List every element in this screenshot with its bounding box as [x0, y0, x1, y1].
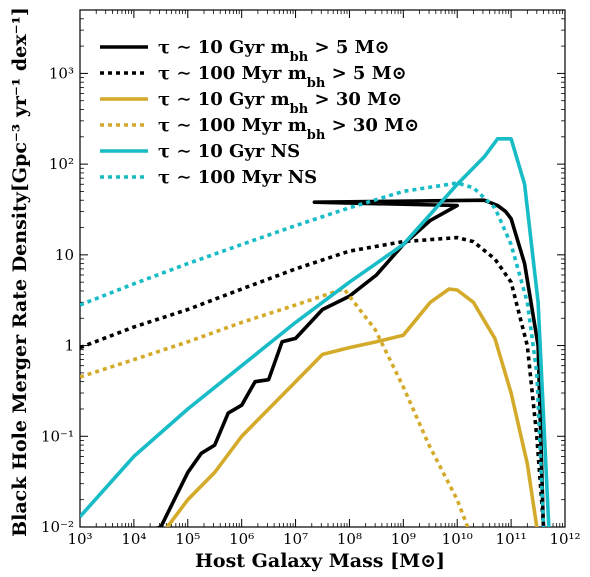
series-line-3 — [165, 287, 539, 527]
x-tick-label: 10⁷ — [283, 530, 308, 548]
series-line-1 — [155, 198, 546, 527]
legend-label-1: τ ∼ 10 Gyr mbh > 5 M⊙ — [158, 37, 390, 65]
y-tick-label: 10 — [55, 246, 74, 264]
series-line-5 — [80, 137, 551, 527]
y-tick-label: 10³ — [49, 64, 74, 82]
x-tick-label: 10¹⁰ — [442, 530, 473, 548]
x-axis-title: Host Galaxy Mass [M⊙] — [195, 550, 445, 572]
series-lines — [80, 137, 551, 527]
y-tick-label: 10⁻² — [41, 518, 74, 536]
y-ticks: 10⁻² 10⁻¹ 1 10 10² 10³ — [41, 9, 565, 536]
legend-label-5: τ ∼ 10 Gyr NS — [158, 141, 300, 162]
x-tick-label: 10¹² — [549, 530, 580, 548]
x-tick-label: 10⁵ — [175, 530, 200, 548]
x-tick-label: 10³ — [67, 530, 92, 548]
x-tick-label: 10⁸ — [337, 530, 362, 548]
x-tick-label: 10⁴ — [121, 530, 146, 548]
x-tick-label: 10⁶ — [229, 530, 254, 548]
legend-label-2: τ ∼ 100 Myr mbh > 5 M⊙ — [158, 63, 407, 91]
x-tick-label: 10⁹ — [391, 530, 416, 548]
series-line-2 — [80, 235, 546, 527]
legend-label-4: τ ∼ 100 Myr mbh > 30 M⊙ — [158, 115, 419, 143]
legend-label-6: τ ∼ 100 Myr NS — [158, 167, 317, 188]
x-tick-label: 10¹¹ — [496, 530, 527, 548]
legend-label-3: τ ∼ 10 Gyr mbh > 30 M⊙ — [158, 89, 402, 117]
y-tick-label: 10⁻¹ — [41, 427, 74, 445]
y-axis-title: Black Hole Merger Rate Density[Gpc⁻³ yr⁻… — [9, 7, 31, 537]
series-line-6 — [80, 181, 546, 527]
legend: τ ∼ 10 Gyr mbh > 5 M⊙τ ∼ 100 Myr mbh > 5… — [100, 37, 419, 188]
y-tick-label: 1 — [64, 337, 74, 355]
series-line-4 — [80, 287, 470, 527]
y-tick-label: 10² — [49, 155, 74, 173]
x-ticks: 10³ 10⁴ 10⁵ 10⁶ 10⁷ 10⁸ 10⁹ 10¹⁰ 10¹¹ 10¹² — [67, 10, 581, 548]
